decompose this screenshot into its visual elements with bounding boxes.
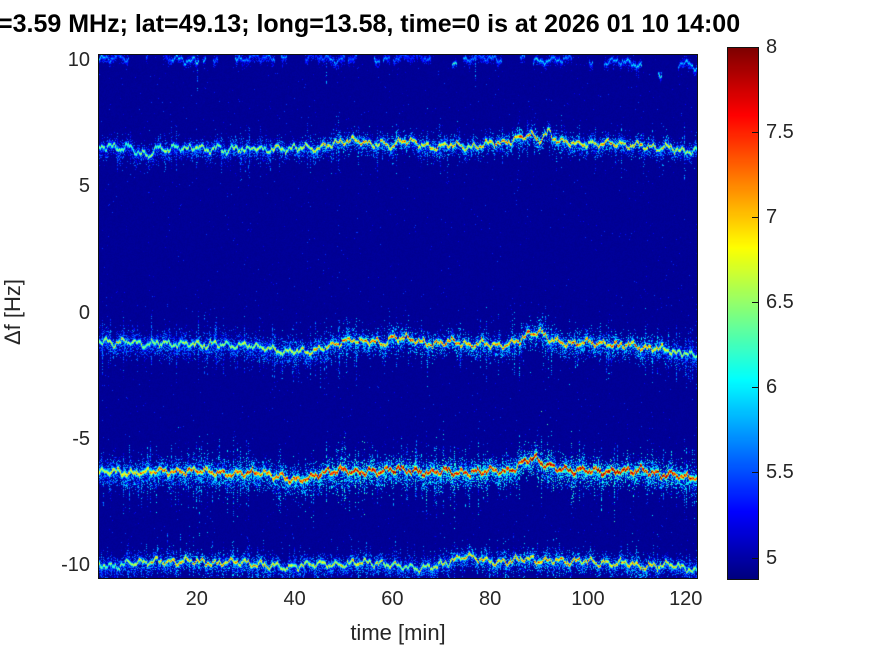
colorbar-tick-label: 6 <box>766 376 778 399</box>
colorbar-tick-mark <box>752 472 758 474</box>
y-tick-label: 10 <box>67 49 90 72</box>
x-tick-label: 120 <box>669 588 703 610</box>
colorbar-gradient <box>728 48 758 579</box>
x-tick-label: 80 <box>479 588 502 610</box>
spectrogram-canvas <box>99 55 697 578</box>
colorbar-tick-mark <box>752 302 758 304</box>
y-tick-label: 5 <box>78 175 90 198</box>
colorbar-tick-label: 5.5 <box>766 461 794 484</box>
colorbar-tick-mark <box>752 387 758 389</box>
colorbar <box>727 47 759 580</box>
colorbar-tick-label: 7.5 <box>766 121 794 144</box>
colorbar-tick-mark <box>752 47 758 48</box>
y-tick-label: 0 <box>78 301 90 324</box>
plot-title: =3.59 MHz; lat=49.13; long=13.58, time=0… <box>0 10 741 38</box>
colorbar-tick-label: 8 <box>766 36 778 58</box>
x-tick-label: 40 <box>283 588 306 610</box>
colorbar-tick-label: 6.5 <box>766 291 794 314</box>
y-axis-label: Δf [Hz] <box>0 278 25 346</box>
colorbar-tick-mark <box>752 557 758 559</box>
colorbar-tick-mark <box>752 132 758 134</box>
x-tick-label: 100 <box>571 588 605 610</box>
x-tick-label: 60 <box>381 588 404 610</box>
colorbar-tick-label: 7 <box>766 206 778 229</box>
y-tick-label: -10 <box>61 554 90 577</box>
y-tick-label: -5 <box>72 428 90 451</box>
x-axis-label: time [min] <box>350 620 446 645</box>
colorbar-tick-mark <box>752 217 758 219</box>
colorbar-tick-label: 5 <box>766 546 778 569</box>
plot-area <box>98 54 698 579</box>
x-tick-label: 20 <box>185 588 208 610</box>
